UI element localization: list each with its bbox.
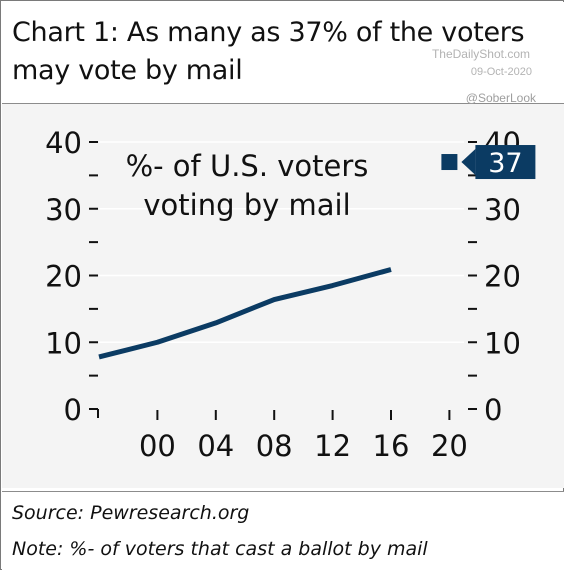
value-callout-label: 37 xyxy=(488,148,522,179)
highlight-marker xyxy=(441,154,457,170)
y-tick-label-right: 30 xyxy=(484,193,521,227)
chart-footer: Source: Pewresearch.org Note: %- of vote… xyxy=(2,491,564,572)
y-tick-label-left: 30 xyxy=(45,193,82,227)
chart-annotation-line-1: %- of U.S. voters xyxy=(126,149,369,183)
author-handle: @SoberLook xyxy=(466,91,536,105)
y-tick-label-left: 20 xyxy=(45,260,82,294)
chart-header: Chart 1: As many as 37% of the voters ma… xyxy=(2,2,564,104)
x-tick-label: 20 xyxy=(431,429,468,463)
value-callout-pointer xyxy=(461,149,475,175)
y-tick-label-right: 20 xyxy=(484,260,521,294)
y-tick-label-left: 40 xyxy=(45,126,82,160)
chart-annotation-line-2: voting by mail xyxy=(143,188,350,222)
y-tick-label-right: 0 xyxy=(484,393,502,427)
y-tick-label-left: 0 xyxy=(64,393,82,427)
source-note: Source: Pewresearch.org xyxy=(12,502,249,524)
y-tick-label-left: 10 xyxy=(45,326,82,360)
y-tick-label-right: 10 xyxy=(484,326,521,360)
footnote: Note: %- of voters that cast a ballot by… xyxy=(12,538,428,560)
series-line xyxy=(99,269,391,356)
publish-date: 09-Oct-2020 xyxy=(471,66,532,78)
x-tick-label: 12 xyxy=(314,429,351,463)
x-tick-label: 04 xyxy=(197,429,234,463)
series-layer xyxy=(99,269,391,357)
x-tick-label: 08 xyxy=(256,429,293,463)
credit-watermark: TheDailyShot.com xyxy=(430,47,532,61)
highlight-layer: 37 xyxy=(441,145,535,179)
x-tick-label: 16 xyxy=(373,429,410,463)
x-tick-label: 00 xyxy=(139,429,176,463)
